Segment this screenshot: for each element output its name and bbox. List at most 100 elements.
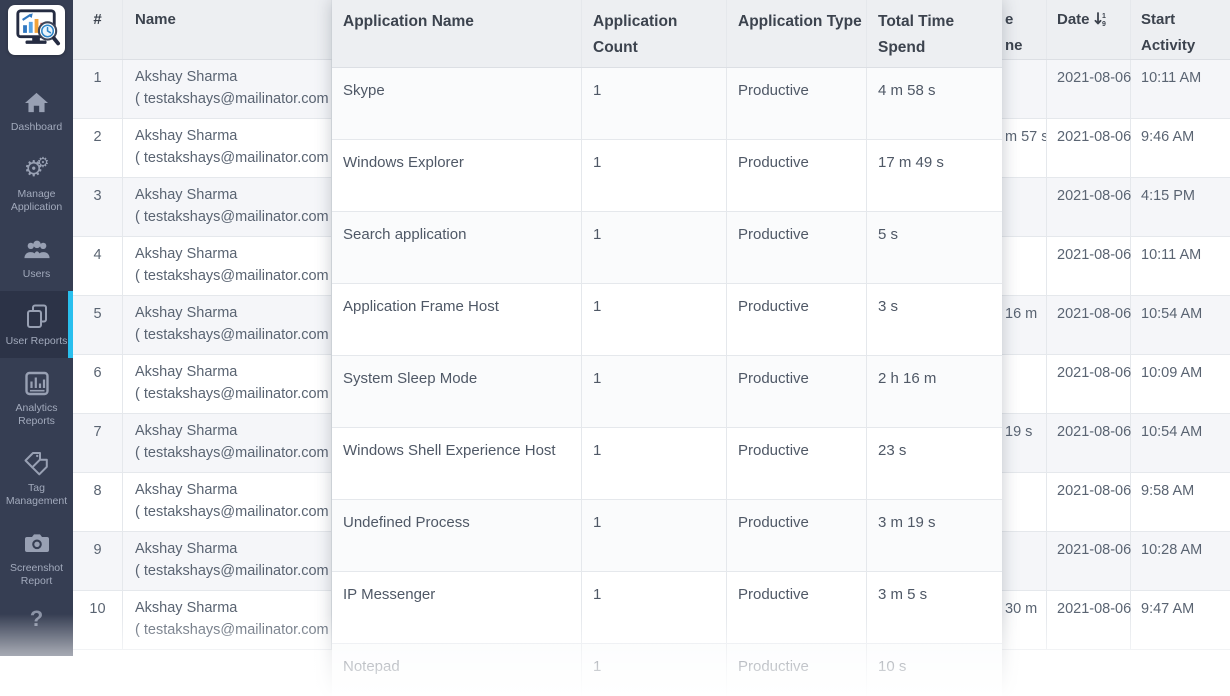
date-cell: 2021-08-06 (1047, 355, 1131, 413)
start-activity-cell: 10:54 AM (1141, 424, 1203, 440)
user-name: Akshay Sharma (135, 482, 238, 498)
col-index: # (73, 0, 123, 59)
camera-icon (2, 529, 71, 557)
sidebar-item-label: Analytics Reports (15, 402, 58, 427)
row-index: 8 (73, 473, 123, 531)
time-fragment-cell (1002, 237, 1047, 295)
sidebar-item-label: Manage Application (10, 188, 63, 213)
total-time-cell: 17 m 49 s (878, 154, 944, 171)
application-count-cell: 1 (582, 500, 727, 571)
application-count-cell: 1 (582, 428, 727, 499)
application-row: Undefined Process 1 Productive 3 m 19 s (332, 500, 1002, 572)
app-logo[interactable] (8, 5, 65, 55)
user-name: Akshay Sharma (135, 423, 238, 439)
detail-panel-body: Skype 1 Productive 4 m 58 s Windows Expl… (332, 68, 1002, 696)
date-cell: 2021-08-06 (1047, 237, 1131, 295)
date-header-label: Date (1057, 11, 1090, 28)
user-name: Akshay Sharma (135, 187, 238, 203)
user-email: ( testakshays@mailinator.com ) (135, 268, 338, 284)
user-email: ( testakshays@mailinator.com ) (135, 563, 338, 579)
time-fragment-cell: 30 m (1002, 591, 1047, 649)
application-type-cell: Productive (727, 356, 867, 427)
application-type-cell: Productive (727, 140, 867, 211)
time-fragment-cell (1002, 355, 1047, 413)
application-name-cell: Undefined Process (332, 500, 582, 571)
gears-icon: ⚙⚙ (23, 154, 50, 181)
start-activity-cell: 4:15 PM (1141, 188, 1195, 204)
total-time-cell: 3 s (878, 298, 899, 315)
col-date[interactable]: Date 1 9 (1047, 0, 1131, 59)
time-fragment-cell (1002, 473, 1047, 531)
row-index: 7 (73, 414, 123, 472)
sidebar: Dashboard ⚙⚙ Manage Application Users (0, 0, 73, 656)
application-name-cell: System Sleep Mode (332, 356, 582, 427)
date-cell: 2021-08-06 (1047, 178, 1131, 236)
user-name-cell: Akshay Sharma ( testakshays@mailinator.c… (123, 414, 338, 472)
application-detail-panel: Application Name Application Count Appli… (332, 0, 1002, 696)
sidebar-item-manage-application[interactable]: ⚙⚙ Manage Application (0, 144, 73, 224)
application-row: Windows Explorer 1 Productive 17 m 49 s (332, 140, 1002, 212)
application-type-cell: Productive (727, 644, 867, 696)
application-row: IP Messenger 1 Productive 3 m 5 s (332, 572, 1002, 644)
start-activity-cell: 9:46 AM (1141, 129, 1195, 145)
monitor-analytics-logo-icon (15, 9, 60, 46)
sidebar-item-tag-management[interactable]: Tag Management (0, 438, 73, 518)
sidebar-item-screenshot-report[interactable]: Screenshot Report (0, 518, 73, 598)
application-row: Notepad 1 Productive 10 s (332, 644, 1002, 696)
help-icon[interactable]: ? (29, 606, 44, 631)
application-count-cell: 1 (582, 356, 727, 427)
sidebar-item-users[interactable]: Users (0, 224, 73, 291)
col-application-type: Application Type (727, 0, 867, 67)
user-name-cell: Akshay Sharma ( testakshays@mailinator.c… (123, 237, 338, 295)
sidebar-item-label: Tag Management (5, 482, 68, 507)
application-type-cell: Productive (727, 284, 867, 355)
sidebar-item-user-reports[interactable]: User Reports (0, 291, 73, 358)
sidebar-item-dashboard[interactable]: Dashboard (0, 77, 73, 144)
sidebar-item-label: User Reports (5, 335, 68, 347)
user-name: Akshay Sharma (135, 69, 238, 85)
user-name-cell: Akshay Sharma ( testakshays@mailinator.c… (123, 473, 338, 531)
time-fragment-cell (1002, 532, 1047, 590)
row-index: 2 (73, 119, 123, 177)
col-application-count: Application Count (582, 0, 727, 67)
start-activity-cell: 10:11 AM (1141, 70, 1202, 86)
start-activity-cell: 10:11 AM (1141, 247, 1202, 263)
date-cell: 2021-08-06 (1047, 591, 1131, 649)
home-icon (2, 88, 71, 116)
total-time-cell: 2 h 16 m (878, 370, 937, 387)
sidebar-nav: Dashboard ⚙⚙ Manage Application Users (0, 77, 73, 640)
sidebar-item-label: Screenshot Report (9, 562, 64, 587)
application-count-cell: 1 (582, 644, 727, 696)
application-name-cell: Application Frame Host (332, 284, 582, 355)
start-activity-cell: 9:47 AM (1141, 601, 1195, 617)
user-email: ( testakshays@mailinator.com ) (135, 504, 338, 520)
sidebar-item-analytics-reports[interactable]: Analytics Reports (0, 358, 73, 438)
time-fragment-cell (1002, 60, 1047, 118)
detail-panel-header: Application Name Application Count Appli… (332, 0, 1002, 68)
time-fragment-cell: 19 s (1002, 414, 1047, 472)
tags-icon (2, 449, 71, 477)
application-count-cell: 1 (582, 140, 727, 211)
sidebar-item-label: Dashboard (10, 121, 63, 133)
total-time-cell: 10 s (878, 658, 907, 675)
application-type-cell: Productive (727, 428, 867, 499)
user-name: Akshay Sharma (135, 305, 238, 321)
start-activity-cell: 10:54 AM (1141, 306, 1203, 322)
pages-icon (2, 302, 71, 330)
user-name: Akshay Sharma (135, 246, 238, 262)
application-type-cell: Productive (727, 572, 867, 643)
user-name-cell: Akshay Sharma ( testakshays@mailinator.c… (123, 178, 337, 236)
svg-text:1: 1 (1102, 13, 1106, 20)
user-name: Akshay Sharma (135, 364, 238, 380)
start-activity-cell: 10:09 AM (1141, 365, 1203, 381)
total-time-cell: 4 m 58 s (878, 82, 936, 99)
user-email: ( testakshays@mailinator.com ) (135, 445, 338, 461)
row-index: 9 (73, 532, 123, 590)
application-name-cell: Windows Shell Experience Host (332, 428, 582, 499)
user-name: Akshay Sharma (135, 600, 238, 616)
sidebar-item-label: Users (22, 268, 51, 280)
user-email: ( testakshays@mailinator.com ) (135, 622, 338, 638)
user-email: ( testakshays@mailinator.com ) (135, 386, 338, 402)
total-time-cell: 23 s (878, 442, 907, 459)
